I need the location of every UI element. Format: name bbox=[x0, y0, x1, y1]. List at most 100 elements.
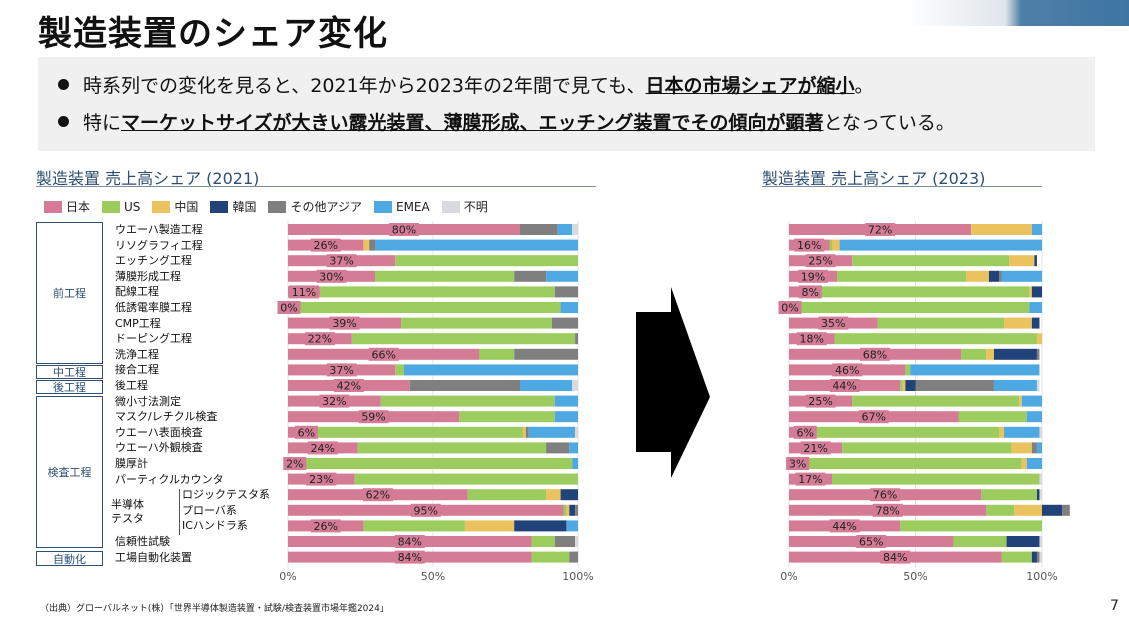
data-label: 80% bbox=[392, 224, 416, 237]
data-label: 25% bbox=[808, 255, 832, 268]
bar-segment bbox=[514, 520, 567, 532]
data-label-bg bbox=[795, 472, 826, 486]
data-label-bg bbox=[798, 285, 822, 299]
row-label: 微小寸法測定 bbox=[115, 394, 181, 408]
legend-label: 不明 bbox=[463, 200, 488, 214]
bar-segment bbox=[546, 270, 578, 282]
bar-segment bbox=[829, 239, 833, 251]
bar-segment bbox=[1026, 458, 1042, 469]
bar-segment bbox=[464, 520, 515, 532]
legend-swatch bbox=[210, 200, 229, 213]
data-label-bg bbox=[794, 238, 825, 252]
bar-segment bbox=[305, 426, 523, 438]
bar-segment bbox=[514, 348, 578, 360]
legend-item: EMEA bbox=[373, 198, 430, 215]
data-label: 44% bbox=[832, 380, 856, 393]
data-label-bg bbox=[394, 535, 425, 548]
row-label: ウエーハ表面検査 bbox=[115, 425, 203, 439]
bullet-dot-icon bbox=[58, 79, 69, 90]
bar-segment bbox=[1042, 504, 1063, 516]
bar-segment bbox=[554, 395, 578, 407]
data-label-bg bbox=[358, 410, 389, 424]
bar-segment bbox=[554, 286, 578, 298]
x-tick-label: 50% bbox=[903, 570, 927, 583]
bar-segment bbox=[459, 411, 555, 423]
bar-segment bbox=[572, 458, 578, 469]
bar-segment bbox=[575, 426, 578, 438]
data-label: 84% bbox=[883, 551, 907, 564]
bar-segment bbox=[998, 426, 1005, 438]
data-label: 59% bbox=[361, 411, 385, 424]
data-label-bg bbox=[316, 269, 347, 283]
data-label-bg bbox=[870, 488, 901, 502]
data-label: 72% bbox=[868, 224, 892, 237]
row-label: 薄膜形成工程 bbox=[115, 269, 181, 283]
bar-segment bbox=[554, 411, 578, 423]
data-label: 26% bbox=[313, 520, 337, 533]
data-label: 8% bbox=[802, 286, 819, 299]
bar-segment bbox=[1036, 333, 1042, 345]
bullet-1-text: 時系列での変化を見ると、2021年から2023年の2年間で見ても、 bbox=[83, 75, 646, 97]
data-label-bg bbox=[860, 347, 891, 361]
data-label-bg bbox=[310, 238, 341, 252]
group-inspection: 検査工程 bbox=[36, 396, 103, 548]
data-label-bg bbox=[805, 254, 836, 268]
bar-segment bbox=[351, 333, 576, 345]
bar-segment bbox=[842, 442, 1012, 454]
data-label: 2% bbox=[286, 458, 303, 471]
bar-segment bbox=[1006, 536, 1040, 547]
data-label: 22% bbox=[308, 333, 332, 346]
data-label: 26% bbox=[313, 239, 337, 252]
group-back-process: 後工程 bbox=[36, 380, 103, 394]
bar-segment bbox=[467, 489, 547, 501]
bar-segment bbox=[832, 473, 1040, 485]
bar-segment bbox=[789, 302, 1030, 313]
bar-segment bbox=[837, 270, 967, 282]
data-label-bg bbox=[786, 457, 810, 470]
legend-label: その他アジア bbox=[290, 200, 362, 214]
bar-segment bbox=[1019, 395, 1022, 407]
bar-segment bbox=[1062, 504, 1070, 516]
row-label: ウエーハ外観検査 bbox=[115, 441, 203, 455]
data-label: 68% bbox=[863, 348, 887, 361]
data-label: 6% bbox=[298, 426, 315, 439]
bar-segment bbox=[1004, 426, 1040, 438]
x-tick-label: 100% bbox=[1026, 570, 1057, 583]
bar-segment bbox=[1036, 551, 1040, 563]
bar-segment bbox=[832, 239, 840, 251]
data-label-bg bbox=[306, 472, 337, 486]
legend-label: 韓国 bbox=[232, 200, 257, 214]
bar-segment bbox=[877, 317, 1005, 329]
bar-segment bbox=[546, 489, 561, 501]
data-label: 39% bbox=[332, 317, 356, 330]
bar-segment bbox=[563, 504, 567, 516]
data-label: 24% bbox=[311, 442, 335, 455]
bullet-1-emphasis: 日本の市場シェアが縮小 bbox=[645, 75, 855, 97]
bar-segment bbox=[1036, 348, 1040, 360]
bar-segment bbox=[1021, 395, 1042, 407]
bar-segment bbox=[319, 286, 555, 298]
semiconductor-tester-bracket bbox=[179, 489, 180, 535]
bar-segment bbox=[363, 520, 465, 532]
data-label: 46% bbox=[835, 364, 859, 377]
bullet-2-text: 特に bbox=[83, 112, 122, 134]
row-label: ドーピング工程 bbox=[115, 332, 192, 346]
row-label: 信頼性試験 bbox=[115, 535, 170, 548]
bar-segment bbox=[375, 270, 515, 282]
bar-segment bbox=[1021, 458, 1027, 469]
bar-segment bbox=[1036, 442, 1042, 454]
bar-segment bbox=[1031, 317, 1040, 329]
bar-segment bbox=[981, 489, 1037, 501]
bar-segment bbox=[1004, 317, 1032, 329]
bar-segment bbox=[546, 442, 570, 454]
bar-segment bbox=[953, 536, 1007, 547]
bar-segment bbox=[293, 458, 573, 469]
data-label: 35% bbox=[821, 317, 845, 330]
bar-segment bbox=[1036, 489, 1040, 501]
bar-segment bbox=[993, 380, 1037, 391]
row-label: プローバ系 bbox=[182, 503, 237, 517]
bar-segment bbox=[520, 224, 558, 235]
bar-segment bbox=[1039, 473, 1042, 485]
bar-segment bbox=[375, 239, 578, 251]
data-label: 25% bbox=[808, 395, 832, 408]
